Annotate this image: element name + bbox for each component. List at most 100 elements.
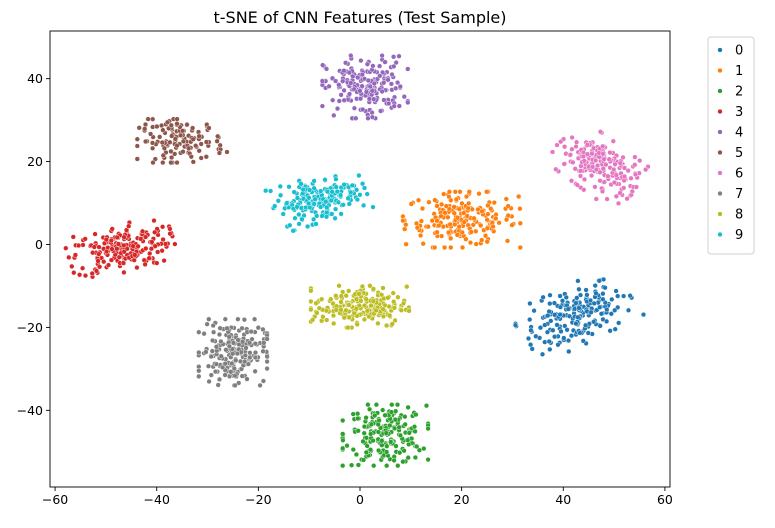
data-point-class-1 bbox=[454, 232, 460, 238]
data-point-class-8 bbox=[364, 308, 371, 314]
data-point-class-8 bbox=[356, 302, 362, 309]
data-point-class-7 bbox=[230, 340, 237, 346]
data-point-class-6 bbox=[599, 188, 606, 195]
data-point-class-8 bbox=[346, 314, 352, 321]
data-point-class-3 bbox=[109, 226, 115, 232]
data-point-class-7 bbox=[264, 353, 270, 360]
data-point-class-6 bbox=[611, 179, 618, 186]
data-point-class-7 bbox=[218, 353, 224, 359]
data-point-class-1 bbox=[456, 206, 462, 212]
legend-marker bbox=[717, 47, 723, 53]
data-point-class-7 bbox=[252, 349, 259, 356]
x-tick-label: 40 bbox=[555, 492, 571, 507]
data-point-class-8 bbox=[391, 299, 397, 305]
data-point-class-6 bbox=[632, 154, 638, 160]
data-point-class-4 bbox=[393, 59, 399, 66]
data-point-class-6 bbox=[577, 173, 584, 179]
data-point-class-3 bbox=[80, 242, 86, 248]
data-point-class-5 bbox=[145, 116, 151, 122]
data-point-class-6 bbox=[613, 172, 620, 178]
data-point-class-0 bbox=[545, 312, 551, 319]
data-point-class-1 bbox=[484, 225, 490, 231]
data-point-class-8 bbox=[351, 310, 357, 316]
data-point-class-9 bbox=[263, 188, 269, 194]
data-point-class-2 bbox=[391, 457, 397, 464]
legend-marker bbox=[717, 190, 723, 197]
data-point-class-9 bbox=[284, 200, 290, 206]
data-point-class-0 bbox=[544, 329, 551, 335]
data-point-class-0 bbox=[565, 337, 572, 344]
data-point-class-7 bbox=[224, 325, 230, 331]
data-point-class-7 bbox=[206, 316, 212, 322]
legend-marker bbox=[717, 149, 723, 156]
data-point-class-4 bbox=[358, 57, 364, 64]
data-point-class-9 bbox=[348, 189, 354, 196]
data-point-class-4 bbox=[330, 97, 336, 103]
data-point-class-3 bbox=[151, 217, 157, 224]
data-point-class-0 bbox=[597, 323, 603, 329]
data-point-class-4 bbox=[369, 109, 375, 116]
data-point-class-1 bbox=[459, 229, 465, 236]
data-point-class-1 bbox=[445, 229, 452, 236]
data-point-class-9 bbox=[332, 215, 338, 221]
data-point-class-9 bbox=[323, 199, 329, 205]
data-point-class-1 bbox=[448, 235, 454, 242]
data-point-class-7 bbox=[228, 369, 234, 375]
data-point-class-8 bbox=[370, 298, 376, 304]
data-point-class-0 bbox=[563, 294, 569, 301]
data-point-class-6 bbox=[593, 166, 600, 173]
legend-marker bbox=[717, 129, 723, 135]
data-point-class-4 bbox=[396, 103, 402, 109]
data-point-class-8 bbox=[308, 306, 314, 313]
data-point-class-0 bbox=[527, 342, 534, 348]
data-point-class-3 bbox=[152, 243, 158, 249]
data-point-class-0 bbox=[620, 293, 627, 299]
data-point-class-3 bbox=[138, 236, 144, 242]
data-point-class-8 bbox=[389, 321, 395, 327]
data-point-class-2 bbox=[388, 409, 395, 415]
data-point-class-9 bbox=[312, 196, 318, 202]
data-point-class-3 bbox=[114, 246, 120, 252]
data-point-class-2 bbox=[355, 415, 361, 422]
data-point-class-5 bbox=[147, 131, 154, 137]
data-point-class-7 bbox=[210, 329, 217, 335]
data-point-class-0 bbox=[607, 328, 613, 334]
data-point-class-0 bbox=[600, 291, 606, 297]
data-point-class-4 bbox=[365, 115, 371, 121]
data-point-class-3 bbox=[82, 236, 88, 242]
data-point-class-8 bbox=[345, 324, 351, 331]
data-point-class-3 bbox=[101, 259, 107, 265]
data-point-class-3 bbox=[121, 234, 127, 240]
data-point-class-1 bbox=[482, 233, 489, 239]
data-point-class-9 bbox=[277, 192, 284, 198]
data-point-class-2 bbox=[395, 463, 401, 469]
data-point-class-7 bbox=[206, 378, 212, 385]
data-point-class-2 bbox=[383, 449, 390, 455]
data-point-class-3 bbox=[103, 236, 109, 243]
data-point-class-1 bbox=[434, 203, 440, 209]
data-point-class-2 bbox=[355, 462, 362, 468]
data-point-class-8 bbox=[391, 305, 398, 311]
data-point-class-8 bbox=[380, 313, 387, 320]
data-point-class-9 bbox=[338, 211, 344, 217]
data-point-class-8 bbox=[333, 293, 339, 299]
data-point-class-2 bbox=[402, 414, 408, 420]
data-point-class-3 bbox=[121, 269, 127, 276]
data-point-class-3 bbox=[147, 250, 153, 257]
data-point-class-1 bbox=[438, 233, 445, 239]
data-point-class-7 bbox=[232, 382, 238, 389]
data-point-class-6 bbox=[611, 166, 617, 173]
data-point-class-8 bbox=[338, 293, 344, 299]
x-tick-label: −60 bbox=[42, 492, 68, 507]
data-point-class-1 bbox=[488, 206, 494, 212]
data-point-class-3 bbox=[167, 231, 173, 237]
data-point-class-8 bbox=[378, 292, 385, 298]
data-point-class-6 bbox=[617, 190, 623, 196]
data-point-class-2 bbox=[350, 411, 356, 417]
data-point-class-0 bbox=[546, 338, 552, 345]
data-point-class-9 bbox=[286, 184, 292, 190]
data-point-class-7 bbox=[234, 350, 240, 357]
data-point-class-6 bbox=[567, 152, 574, 158]
data-point-class-6 bbox=[589, 150, 595, 157]
data-point-class-7 bbox=[216, 331, 223, 338]
